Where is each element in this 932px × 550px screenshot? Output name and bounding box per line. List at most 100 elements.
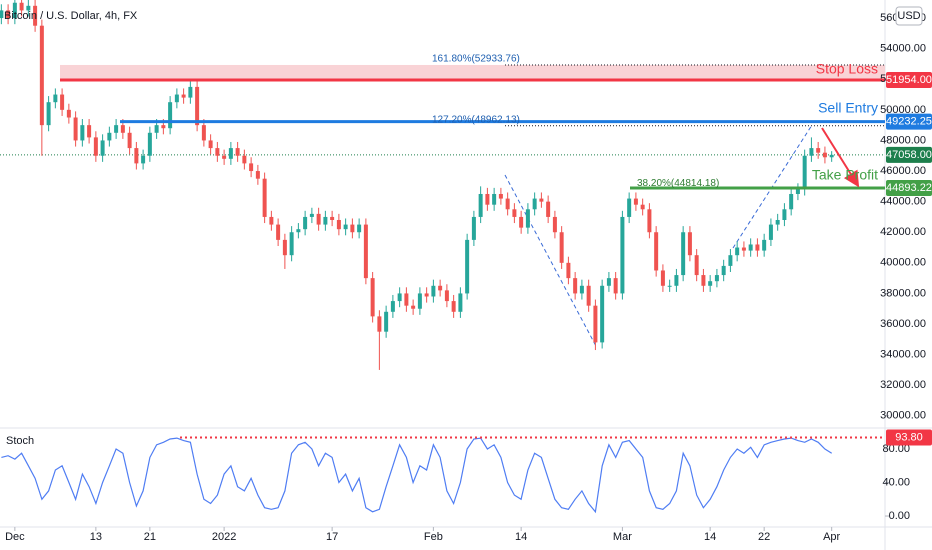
stoch-line (1, 437, 833, 514)
candle-body (188, 86, 193, 98)
fib-label: 38.20%(44814.18) (637, 178, 719, 189)
candle-body (492, 193, 497, 205)
candle-body (174, 94, 179, 103)
candle-body (809, 148, 814, 156)
level-label: Sell Entry (818, 99, 878, 115)
candle-body (478, 193, 483, 217)
candle-body (330, 216, 335, 220)
x-tick-label: 14 (704, 531, 716, 543)
y-tick-label: 80.00 (882, 443, 910, 455)
candle-body (404, 293, 409, 306)
stop-zone (60, 64, 885, 80)
candle-body (741, 247, 746, 251)
candle-body (181, 94, 186, 98)
candle-body (586, 285, 591, 306)
candle-body (343, 224, 348, 230)
price-tag-label: 49232.25 (886, 115, 932, 127)
candle-body (471, 216, 476, 240)
y-tick-label: 54000.00 (880, 43, 926, 55)
candle-body (235, 148, 240, 156)
candle-body (532, 198, 537, 210)
candle-body (195, 86, 200, 126)
x-tick-label: Dec (5, 531, 25, 543)
candle-body (154, 125, 159, 133)
candle-body (633, 198, 638, 205)
candle-body (60, 94, 65, 110)
x-tick-label: 14 (515, 531, 527, 543)
price-tag (886, 113, 932, 130)
y-tick-label: 30000.00 (880, 410, 926, 422)
y-tick-label: 42000.00 (880, 226, 926, 238)
candle-body (721, 265, 726, 276)
candle-body (519, 216, 524, 228)
candle-body (816, 148, 821, 153)
candle-body (411, 305, 416, 309)
trend-drawing (504, 174, 598, 349)
price-tag (886, 146, 932, 163)
candle-body (782, 209, 787, 220)
candle-body (114, 125, 119, 133)
candle-body (525, 209, 530, 228)
candle-body (505, 198, 510, 210)
candle-body (647, 209, 652, 233)
candle-body (39, 25, 44, 126)
y-tick-label: 48000.00 (880, 134, 926, 146)
candle-body (141, 155, 146, 164)
axes: 30000.00 32000.00 34000.00 36000.00 38000.00… (5, 12, 932, 543)
chart-title: Bitcoin / U.S. Dollar, 4h, FX (4, 10, 138, 22)
candle-body (6, 10, 11, 19)
price-tag (886, 179, 932, 196)
x-tick-label: 17 (326, 531, 338, 543)
currency-box[interactable] (895, 6, 923, 26)
stoch-pane (1, 436, 885, 514)
candle-body (215, 148, 220, 156)
candle-body (606, 278, 611, 286)
candle-body (87, 125, 92, 138)
currency[interactable]: USD (897, 10, 920, 22)
y-tick-label: 40000.00 (880, 257, 926, 269)
candle-body (674, 275, 679, 286)
candle-body (552, 216, 557, 233)
candle-body (593, 305, 598, 343)
candle-body (107, 132, 112, 141)
candle-body (485, 193, 490, 205)
x-tick-label: Feb (424, 531, 443, 543)
candle-body (768, 224, 773, 240)
candle-body (26, 5, 31, 11)
candle-body (0, 10, 4, 19)
candle-body (795, 189, 800, 194)
candle-body (390, 301, 395, 312)
candle-body (694, 255, 699, 276)
x-tick-label: Apr (823, 531, 840, 543)
main-pane (0, 0, 885, 370)
y-tick-label: 36000.00 (880, 318, 926, 330)
candle-body (559, 232, 564, 263)
candle-body (579, 285, 584, 294)
candle-body (438, 285, 443, 291)
candle-body (566, 262, 571, 279)
candle-body (789, 193, 794, 210)
candle-body (748, 244, 753, 251)
indicator-title: Stoch (6, 435, 34, 447)
price-tag-label: 47058.00 (886, 149, 932, 161)
candle-body (444, 290, 449, 302)
candle-body (660, 270, 665, 286)
candle-body (249, 163, 254, 172)
candle-body (46, 102, 51, 126)
candle-body (458, 293, 463, 312)
candle-body (735, 247, 740, 256)
price-tag-label: 93.80 (895, 431, 923, 443)
x-tick-label: Mar (613, 531, 632, 543)
y-tick-label: 0.00 (889, 510, 910, 522)
candle-body (370, 278, 375, 317)
candle-body (309, 213, 314, 217)
candle-body (775, 219, 780, 225)
candle-body (208, 140, 213, 149)
candle-body (120, 125, 125, 133)
x-tick-label: 22 (758, 531, 770, 543)
y-tick-label: 38000.00 (880, 287, 926, 299)
candle-body (255, 171, 260, 179)
candle-body (33, 5, 38, 26)
y-tick-label: 50000.00 (880, 104, 926, 116)
